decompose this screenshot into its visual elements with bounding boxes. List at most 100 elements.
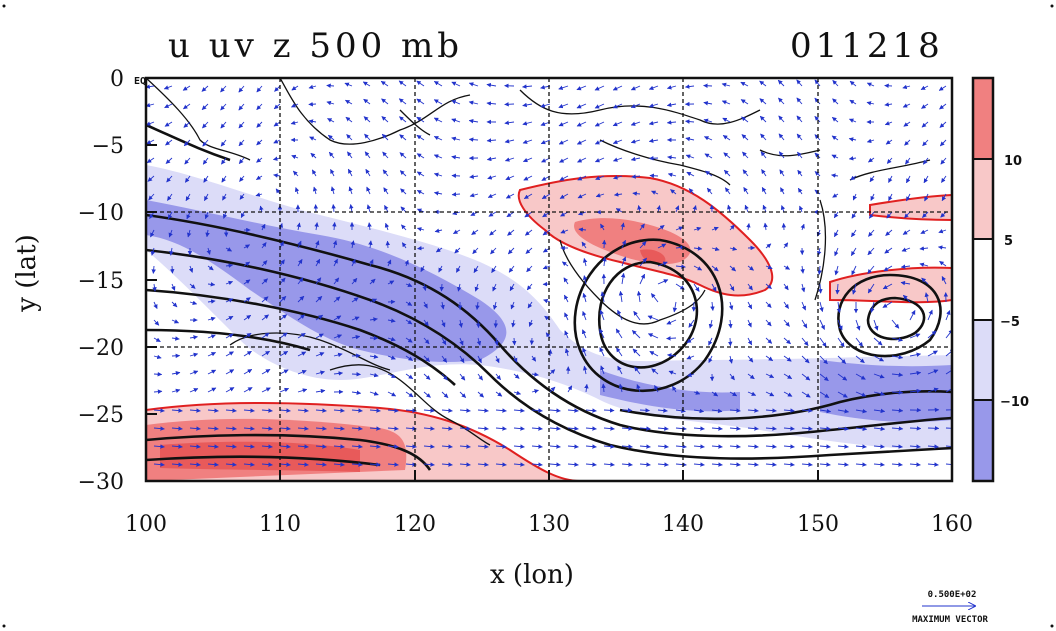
wind-vector (618, 290, 624, 303)
wind-vector (261, 444, 273, 449)
wind-vector (416, 80, 425, 87)
wind-vector (150, 247, 156, 256)
wind-vector (760, 151, 767, 159)
wind-vector (225, 247, 232, 252)
wind-vector (189, 335, 198, 340)
wind-vector (567, 385, 573, 393)
colorbar-swatch-mid-high (973, 159, 993, 239)
wind-vector (423, 337, 430, 345)
wind-vector (693, 265, 703, 271)
wind-vector (639, 426, 651, 431)
wind-vector (819, 373, 829, 382)
wind-vector (559, 157, 569, 163)
wind-vector (204, 211, 209, 220)
wind-vector (163, 85, 173, 90)
wind-vector (369, 462, 381, 467)
wind-vector (207, 316, 216, 322)
wind-vector (672, 385, 677, 393)
wind-vector (292, 170, 299, 177)
wind-vector (647, 315, 659, 321)
wind-vector (201, 85, 209, 92)
wind-vector (576, 103, 587, 109)
wind-vector (819, 337, 827, 348)
wind-vector (630, 139, 641, 144)
wind-vector (693, 462, 705, 467)
wind-vector (599, 328, 605, 339)
wind-vector (567, 444, 579, 449)
wind-vector (201, 103, 209, 111)
wind-vector (849, 99, 857, 105)
wind-vector (333, 258, 338, 267)
wind-vector (527, 301, 533, 309)
wind-vector (315, 370, 325, 375)
wind-vector (778, 97, 785, 105)
x-tick-label: 160 (931, 512, 973, 537)
wind-vector (728, 355, 734, 364)
wind-vector (783, 319, 790, 327)
wind-vector (504, 120, 515, 125)
wind-vector (549, 444, 561, 449)
wind-vector (728, 301, 734, 311)
wind-vector (153, 371, 163, 377)
wind-vector (941, 175, 947, 183)
wind-vector (711, 444, 723, 449)
wind-vector (451, 100, 461, 105)
wind-vector (476, 337, 482, 346)
wind-vector (423, 373, 431, 380)
wind-vector (347, 168, 353, 177)
wind-vector (657, 462, 669, 467)
wind-vector (297, 426, 309, 431)
wind-vector (675, 444, 687, 449)
wind-vector (290, 103, 299, 108)
wind-vector (891, 426, 904, 431)
wind-vector (207, 282, 216, 287)
wind-vector (667, 172, 677, 178)
wind-vector (487, 193, 497, 198)
wind-vector (747, 462, 759, 467)
wind-vector (729, 426, 741, 431)
wind-vector (183, 103, 191, 110)
wind-vector (495, 391, 503, 397)
wind-vector (477, 391, 484, 398)
wind-vector (279, 408, 291, 413)
wind-vector (639, 408, 650, 413)
wind-vector (279, 332, 288, 339)
wind-vector (256, 103, 263, 111)
wind-vector (351, 258, 356, 267)
wind-vector (867, 265, 875, 274)
wind-vector (369, 444, 381, 449)
wind-vector (920, 85, 929, 90)
wind-vector (922, 211, 929, 218)
wind-vector (290, 120, 299, 125)
wind-vector (327, 118, 335, 123)
wind-vector (348, 186, 353, 195)
wind-vector (797, 187, 803, 195)
wind-vector (345, 116, 353, 123)
colorbar-swatch-high (973, 78, 993, 159)
wind-vector (171, 319, 180, 324)
wind-vector (704, 153, 713, 159)
wind-vector (783, 355, 792, 362)
wind-vector (513, 408, 525, 413)
wind-vector (220, 85, 227, 93)
wind-vector (486, 101, 497, 106)
wind-vector (171, 462, 183, 467)
wind-vector (369, 354, 379, 359)
wind-vector (799, 205, 804, 213)
wind-vector (261, 223, 266, 231)
wind-vector (783, 242, 789, 249)
wind-vector (667, 155, 677, 160)
wind-vector (315, 333, 324, 339)
wind-vector (831, 116, 839, 123)
wind-vector (783, 337, 791, 345)
wind-vector (729, 246, 738, 251)
wind-vector (837, 355, 847, 364)
wind-vector (632, 191, 641, 196)
wind-vector (171, 371, 181, 376)
wind-vector (729, 462, 741, 467)
wind-vector (184, 157, 191, 165)
y-tick-label: −10 (78, 201, 124, 226)
wind-vector (531, 462, 543, 467)
wind-vector (363, 98, 371, 105)
wind-vector (225, 333, 234, 339)
